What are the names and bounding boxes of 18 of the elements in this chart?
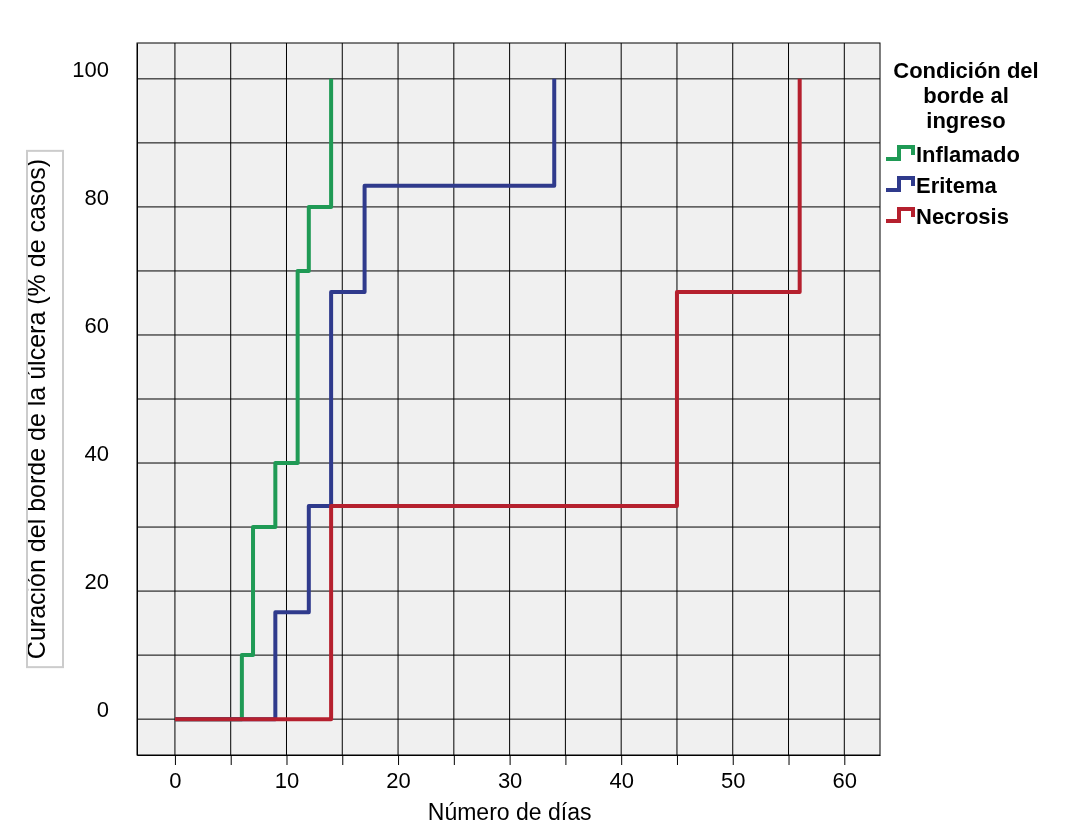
y-tick-label: 60: [84, 313, 109, 339]
legend-label: Necrosis: [916, 204, 1009, 229]
x-axis-title: Número de días: [427, 799, 592, 825]
legend-title: Condición del borde al ingreso: [893, 58, 1039, 133]
y-tick-label: 20: [84, 569, 109, 595]
x-tick-label: 10: [274, 767, 300, 793]
x-tick-label: 60: [832, 767, 858, 793]
x-tick-label: 40: [609, 767, 634, 793]
legend-label: Inflamado: [916, 142, 1020, 167]
y-tick-label: 100: [72, 57, 109, 83]
x-tick-label: 0: [169, 767, 182, 793]
y-tick-label: 80: [84, 185, 109, 211]
x-tick-label: 30: [497, 767, 523, 793]
x-tick-label: 20: [386, 767, 411, 793]
y-tick-label: 0: [96, 697, 109, 723]
y-tick-label: 40: [84, 441, 109, 467]
legend-label: Eritema: [916, 173, 998, 198]
x-tick-label: 50: [721, 767, 746, 793]
